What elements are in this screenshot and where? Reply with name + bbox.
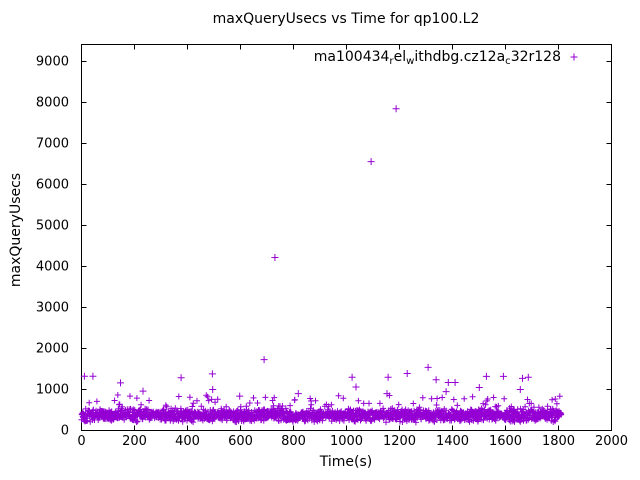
x-tick-label: 1200 <box>382 434 417 449</box>
legend-plus-marker-icon <box>570 53 578 61</box>
x-tick-label: 1600 <box>488 434 523 449</box>
y-tick-label: 7000 <box>35 136 69 151</box>
x-tick-label: 400 <box>175 434 200 449</box>
plot-border <box>81 44 612 431</box>
y-tick-label: 0 <box>60 423 69 438</box>
y-tick-label: 9000 <box>35 54 69 69</box>
x-tick-label: 600 <box>228 434 253 449</box>
legend-label-text: el <box>393 49 407 65</box>
y-tick-label: 6000 <box>35 177 69 192</box>
y-tick-label: 1000 <box>35 382 69 397</box>
legend-label-subscript: w <box>406 56 415 68</box>
x-tick-label: 1800 <box>541 434 576 449</box>
data-points-outliers <box>80 105 532 400</box>
x-tick-label: 200 <box>122 434 147 449</box>
y-tick-label: 3000 <box>35 300 69 315</box>
legend-label-subscript: r <box>389 56 394 68</box>
y-tick-label: 2000 <box>35 341 69 356</box>
axis-ticks <box>81 44 612 431</box>
x-tick-label: 1400 <box>435 434 470 449</box>
chart-title: maxQueryUsecs vs Time for qp100.L2 <box>212 11 480 27</box>
x-tick-label: 1000 <box>329 434 364 449</box>
y-tick-label: 8000 <box>35 95 69 110</box>
legend-label-text: 32r128 <box>510 49 561 65</box>
x-tick-label: 800 <box>281 434 306 449</box>
y-tick-label: 4000 <box>35 259 69 274</box>
legend: ma100434relwithdbg.cz12ac32r128 <box>313 49 561 68</box>
x-tick-label: 2000 <box>594 434 629 449</box>
x-axis-title: Time(s) <box>319 454 373 470</box>
legend-label-subscript: c <box>505 56 511 68</box>
y-axis-title: maxQueryUsecs <box>8 172 24 288</box>
legend-series-label: ma100434relwithdbg.cz12ac32r128 <box>313 49 561 68</box>
data-points-band <box>78 392 565 426</box>
y-tick-label: 5000 <box>35 218 69 233</box>
legend-label-text: ithdbg.cz12a <box>414 49 506 65</box>
legend-label-text: ma100434 <box>313 49 390 65</box>
x-tick-label: 0 <box>77 434 86 449</box>
